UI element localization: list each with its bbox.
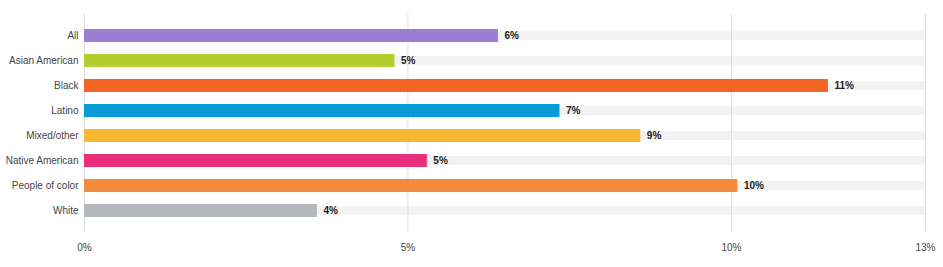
svg-text:Mixed/other: Mixed/other bbox=[26, 130, 79, 141]
svg-text:6%: 6% bbox=[505, 30, 520, 41]
svg-text:People of color: People of color bbox=[12, 180, 79, 191]
svg-text:10%: 10% bbox=[744, 180, 764, 191]
svg-text:Latino: Latino bbox=[51, 105, 79, 116]
svg-text:Native American: Native American bbox=[6, 155, 79, 166]
svg-text:5%: 5% bbox=[433, 155, 448, 166]
svg-text:13%: 13% bbox=[915, 242, 935, 253]
svg-text:5%: 5% bbox=[401, 55, 416, 66]
svg-text:9%: 9% bbox=[647, 130, 662, 141]
svg-text:11%: 11% bbox=[834, 80, 854, 91]
svg-text:5%: 5% bbox=[401, 242, 416, 253]
svg-text:All: All bbox=[67, 30, 78, 41]
svg-text:7%: 7% bbox=[566, 105, 581, 116]
svg-text:10%: 10% bbox=[721, 242, 741, 253]
svg-text:Asian American: Asian American bbox=[9, 55, 78, 66]
svg-text:0%: 0% bbox=[77, 242, 92, 253]
svg-text:4%: 4% bbox=[323, 205, 338, 216]
svg-text:Black: Black bbox=[54, 80, 79, 91]
svg-text:White: White bbox=[53, 205, 79, 216]
